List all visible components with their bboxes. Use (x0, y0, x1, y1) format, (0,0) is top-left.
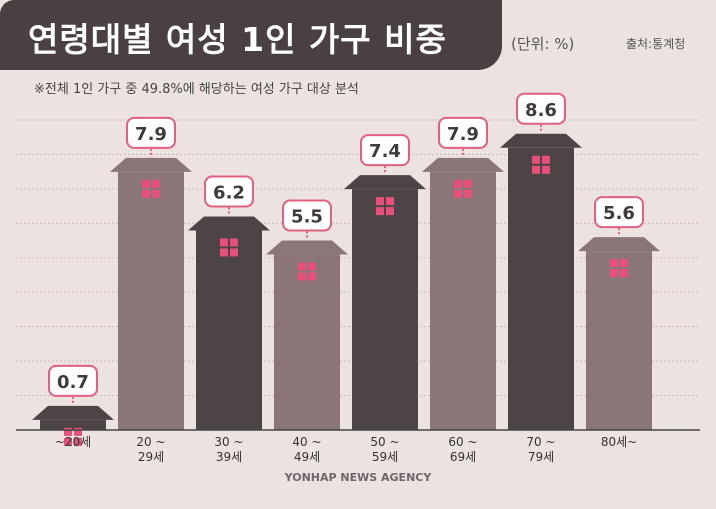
window-pane (308, 262, 316, 271)
bar-body (586, 251, 652, 430)
window-pane (620, 259, 628, 268)
bar: 8.6 (500, 92, 582, 430)
window-pane (230, 248, 238, 257)
title-bar: 연령대별 여성 1인 가구 비중 (0, 0, 502, 70)
value-label-box (48, 364, 98, 397)
bar: 7.4 (344, 134, 426, 430)
bar: 5.6 (578, 196, 660, 430)
bars: 0.7 7.9 6.2 5.5 7.4 7.9 8.6 5.6 (32, 92, 660, 446)
window-pane (532, 165, 540, 174)
source-label: 출처:통계청 (626, 37, 686, 51)
window-icon (142, 179, 160, 198)
bar: 0.7 (32, 364, 114, 446)
bar-body (118, 171, 184, 430)
value-label: 0.7 (57, 372, 89, 393)
window-pane (64, 427, 72, 436)
window-pane (532, 155, 540, 164)
value-label: 7.4 (369, 141, 401, 162)
value-label: 7.9 (135, 124, 167, 145)
window-icon (220, 238, 238, 257)
chart-title: 연령대별 여성 1인 가구 비중 (28, 20, 447, 59)
value-label: 6.2 (213, 182, 245, 203)
window-pane (454, 179, 462, 188)
unit-label: (단위: %) (511, 35, 575, 53)
window-pane (376, 197, 384, 206)
x-tick-label: 20 ~29세 (136, 435, 165, 464)
window-pane (220, 238, 228, 247)
bar-roof (578, 237, 660, 252)
value-label-box (282, 199, 332, 232)
x-tick-label: 80세~ (601, 435, 637, 449)
window-pane (454, 189, 462, 198)
bar-body (352, 189, 418, 430)
value-label: 5.6 (603, 203, 635, 224)
window-pane (542, 155, 550, 164)
bar-body (274, 254, 340, 430)
value-label-box (204, 175, 254, 208)
window-pane (464, 179, 472, 188)
value-label-box (594, 196, 644, 229)
window-pane (610, 269, 618, 278)
window-pane (542, 165, 550, 174)
bar-body (40, 419, 106, 430)
window-icon (64, 427, 82, 446)
window-pane (610, 259, 618, 268)
x-tick-label: 70 ~79세 (526, 435, 555, 464)
bar-roof (344, 175, 426, 190)
x-tick-label: 50 ~59세 (370, 435, 399, 464)
window-pane (74, 437, 82, 446)
window-pane (376, 207, 384, 216)
bar-roof (266, 240, 348, 255)
bar-roof (500, 133, 582, 148)
window-pane (298, 272, 306, 281)
value-label-box (438, 116, 488, 149)
window-icon (532, 155, 550, 174)
window-pane (308, 272, 316, 281)
window-pane (298, 262, 306, 271)
window-icon (298, 262, 316, 281)
agency-credit: YONHAP NEWS AGENCY (284, 471, 432, 484)
bar: 7.9 (110, 116, 192, 430)
window-pane (620, 269, 628, 278)
window-pane (230, 238, 238, 247)
window-pane (464, 189, 472, 198)
value-label-box (516, 92, 566, 125)
bar: 5.5 (266, 199, 348, 430)
bar-roof (110, 157, 192, 172)
window-pane (64, 437, 72, 446)
window-icon (376, 197, 394, 216)
window-pane (152, 189, 160, 198)
bar-roof (188, 216, 270, 231)
bar-roof (422, 157, 504, 172)
bar-body (430, 171, 496, 430)
bar-body (196, 230, 262, 430)
window-icon (454, 179, 472, 198)
value-label: 7.9 (447, 124, 479, 145)
window-icon (610, 259, 628, 278)
chart-note: ※전체 1인 가구 중 49.8%에 해당하는 여성 가구 대상 분석 (34, 82, 359, 97)
x-tick-label: ~20세 (55, 435, 91, 449)
window-pane (152, 179, 160, 188)
x-tick-label: 30 ~39세 (214, 435, 243, 464)
value-label-box (126, 116, 176, 149)
x-tick-label: 40 ~49세 (292, 435, 321, 464)
window-pane (220, 248, 228, 257)
bar-body (508, 147, 574, 430)
x-tick-labels: ~20세 20 ~29세 30 ~39세 40 ~49세 50 ~59세 60 ~69세 7… (55, 435, 637, 464)
window-pane (386, 197, 394, 206)
window-pane (142, 189, 150, 198)
value-label: 8.6 (525, 100, 557, 121)
window-pane (386, 207, 394, 216)
value-label-box (360, 134, 410, 167)
window-pane (74, 427, 82, 436)
bar: 6.2 (188, 175, 270, 430)
bar-roof (32, 405, 114, 420)
window-pane (142, 179, 150, 188)
x-tick-label: 60 ~69세 (448, 435, 477, 464)
bar: 7.9 (422, 116, 504, 430)
value-label: 5.5 (291, 207, 323, 228)
